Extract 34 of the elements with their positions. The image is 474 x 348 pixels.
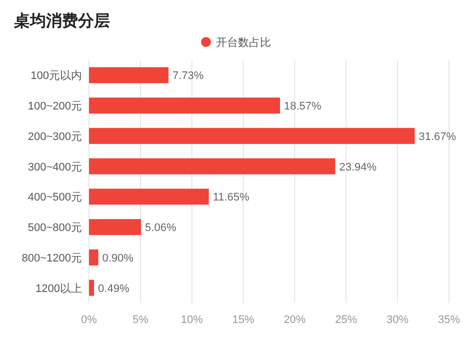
x-tick-label: 10% [180,314,204,326]
y-tick-label: 100~200元 [28,100,82,113]
data-label: 18.57% [284,100,322,113]
x-tick-label: 15% [232,314,255,326]
x-tick-label: 25% [335,314,358,326]
y-tick-label: 400~500元 [28,192,82,204]
data-label: 31.67% [418,130,456,143]
data-label: 0.49% [98,282,130,295]
bar [89,249,98,266]
data-label: 0.90% [102,252,134,264]
y-tick-label: 500~800元 [28,222,82,234]
bar [89,98,280,114]
y-tick-label: 200~300元 [28,130,82,143]
y-tick-label: 100元以内 [30,69,82,82]
x-tick-label: 5% [132,314,149,326]
data-label: 5.06% [145,222,176,234]
bar [89,219,142,236]
x-tick-label: 20% [284,314,306,326]
x-tick-label: 30% [386,314,409,326]
bar [89,280,94,296]
bar [89,128,415,144]
legend-label: 开台数占比 [216,36,271,49]
chart-title: 桌均消费分层 [13,12,110,30]
data-label: 7.73% [172,70,204,82]
bar [89,158,336,174]
y-tick-label: 300~400元 [28,161,82,174]
y-tick-label: 800~1200元 [22,252,82,264]
data-label: 23.94% [339,161,377,174]
bar [89,188,209,205]
bar [89,67,169,84]
data-label: 11.65% [212,192,250,204]
x-tick-label: 0% [81,314,98,326]
y-tick-label: 1200以上 [36,282,82,295]
x-tick-label: 35% [438,314,460,326]
